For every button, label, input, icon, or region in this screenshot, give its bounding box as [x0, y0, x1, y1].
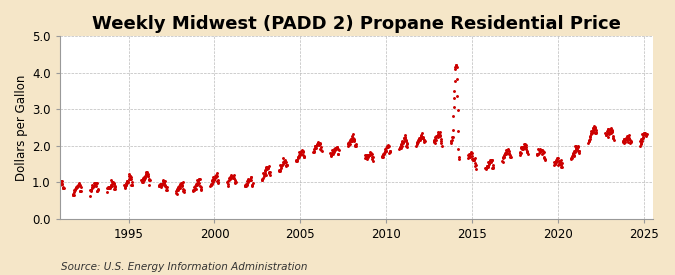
- Title: Weekly Midwest (PADD 2) Propane Residential Price: Weekly Midwest (PADD 2) Propane Resident…: [92, 15, 621, 33]
- Y-axis label: Dollars per Gallon: Dollars per Gallon: [15, 74, 28, 180]
- Text: Source: U.S. Energy Information Administration: Source: U.S. Energy Information Administ…: [61, 262, 307, 271]
